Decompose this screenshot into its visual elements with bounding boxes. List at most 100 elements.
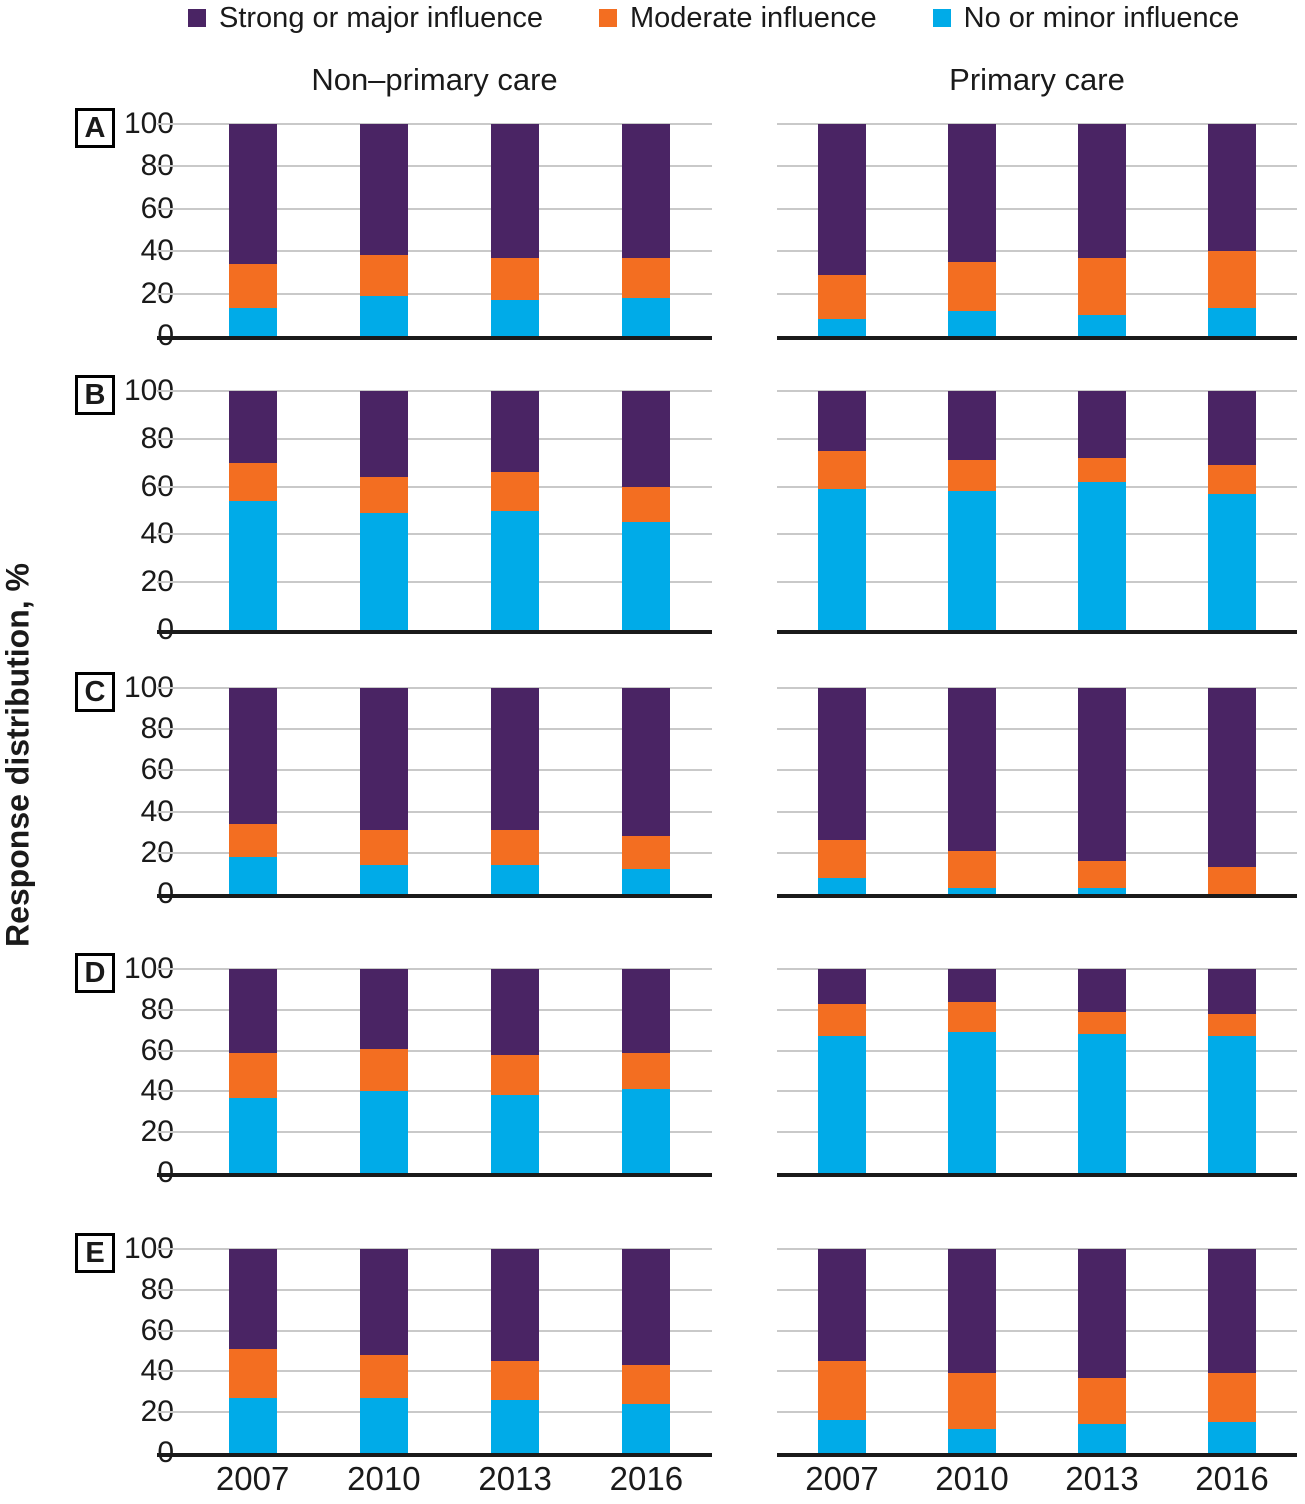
- gridline: [157, 810, 712, 813]
- bars-group: [157, 688, 712, 894]
- segment-no-or-minor-influence: [1078, 314, 1126, 336]
- x-tick-label: 2013: [478, 1460, 552, 1497]
- y-tick-label: 0: [157, 319, 174, 352]
- panel-letter-B: B: [75, 375, 115, 415]
- segment-moderate-influence: [948, 1001, 996, 1033]
- gridline: [157, 123, 712, 125]
- bars-group: [777, 124, 1297, 336]
- segment-no-or-minor-influence: [818, 1036, 866, 1173]
- panel-D-non-primary-care: [157, 968, 712, 1177]
- segment-no-or-minor-influence: [491, 510, 540, 630]
- bar-2013: [491, 1249, 540, 1453]
- segment-no-or-minor-influence: [1078, 1034, 1126, 1173]
- gridline: [157, 1329, 712, 1332]
- bar-2007: [818, 688, 866, 894]
- panel-E-primary-care: [777, 1248, 1297, 1457]
- segment-moderate-influence: [1078, 1011, 1126, 1035]
- y-tick-label: 0: [157, 1436, 174, 1469]
- panel-A-non-primary-care: [157, 123, 712, 340]
- bars-group: [777, 969, 1297, 1173]
- panel-B-primary-care: [777, 390, 1297, 634]
- gridline: [777, 968, 1297, 970]
- segment-strong-or-major-influence: [228, 391, 277, 463]
- gridline: [777, 533, 1297, 536]
- gridline: [777, 1049, 1297, 1052]
- bar-2010: [359, 124, 408, 336]
- segment-strong-or-major-influence: [948, 1249, 996, 1374]
- segment-strong-or-major-influence: [818, 391, 866, 451]
- segment-moderate-influence: [359, 255, 408, 296]
- segment-moderate-influence: [1078, 257, 1126, 315]
- segment-moderate-influence: [622, 486, 671, 523]
- segment-moderate-influence: [1208, 1373, 1256, 1423]
- bars-group: [777, 1249, 1297, 1453]
- segment-strong-or-major-influence: [1078, 1249, 1126, 1378]
- bar-slot: [187, 688, 318, 894]
- segment-moderate-influence: [818, 1003, 866, 1037]
- segment-strong-or-major-influence: [1208, 1249, 1256, 1374]
- legend-label-no-or-minor: No or minor influence: [963, 2, 1240, 34]
- gridline: [777, 437, 1297, 440]
- segment-no-or-minor-influence: [359, 295, 408, 336]
- segment-moderate-influence: [622, 257, 671, 298]
- bar-slot: [318, 1249, 449, 1453]
- segment-no-or-minor-influence: [948, 1428, 996, 1453]
- gridline: [777, 1329, 1297, 1332]
- bar-2007: [818, 124, 866, 336]
- bar-2013: [491, 124, 540, 336]
- segment-moderate-influence: [948, 261, 996, 311]
- gridline: [157, 687, 712, 689]
- bar-slot: [318, 391, 449, 630]
- bar-slot: [187, 969, 318, 1173]
- bar-slot: [777, 688, 907, 894]
- bar-2013: [1078, 1249, 1126, 1453]
- segment-strong-or-major-influence: [228, 688, 277, 824]
- panel-C-non-primary-care: [157, 687, 712, 898]
- bar-slot: [581, 1249, 712, 1453]
- segment-no-or-minor-influence: [491, 865, 540, 894]
- bar-2016: [1208, 688, 1256, 894]
- segment-strong-or-major-influence: [359, 969, 408, 1049]
- segment-no-or-minor-influence: [622, 297, 671, 336]
- bar-2016: [622, 688, 671, 894]
- bar-slot: [581, 969, 712, 1173]
- segment-moderate-influence: [948, 1373, 996, 1429]
- bar-slot: [777, 969, 907, 1173]
- bar-slot: [450, 391, 581, 630]
- gridline: [777, 390, 1297, 392]
- x-axis-labels-non-primary-care: 2007 2010 2013 2016: [157, 1460, 712, 1498]
- legend-swatch-moderate: [599, 9, 617, 27]
- segment-strong-or-major-influence: [818, 688, 866, 841]
- segment-no-or-minor-influence: [1208, 308, 1256, 336]
- bar-2013: [491, 688, 540, 894]
- segment-no-or-minor-influence: [359, 1397, 408, 1453]
- segment-strong-or-major-influence: [622, 391, 671, 487]
- segment-moderate-influence: [1078, 457, 1126, 482]
- bar-2016: [622, 124, 671, 336]
- segment-moderate-influence: [1078, 861, 1126, 888]
- x-tick-label: 2010: [935, 1460, 1009, 1497]
- bar-slot: [907, 1249, 1037, 1453]
- segment-strong-or-major-influence: [818, 969, 866, 1004]
- gridline: [157, 769, 712, 772]
- bar-slot: [1167, 391, 1297, 630]
- gridline: [777, 165, 1297, 168]
- bar-2007: [228, 391, 277, 630]
- bar-slot: [777, 1249, 907, 1453]
- segment-moderate-influence: [228, 823, 277, 857]
- segment-strong-or-major-influence: [1208, 391, 1256, 466]
- bar-slot: [187, 391, 318, 630]
- segment-moderate-influence: [359, 1048, 408, 1092]
- segment-no-or-minor-influence: [1078, 887, 1126, 894]
- bar-2010: [359, 969, 408, 1173]
- gridline: [777, 1288, 1297, 1291]
- gridline: [777, 292, 1297, 295]
- segment-moderate-influence: [491, 830, 540, 866]
- legend: Strong or major influence Moderate influ…: [188, 2, 1239, 34]
- gridline: [157, 533, 712, 536]
- segment-no-or-minor-influence: [228, 1397, 277, 1453]
- segment-no-or-minor-influence: [491, 1399, 540, 1453]
- gridline: [777, 1090, 1297, 1093]
- legend-swatch-no-or-minor: [932, 9, 951, 27]
